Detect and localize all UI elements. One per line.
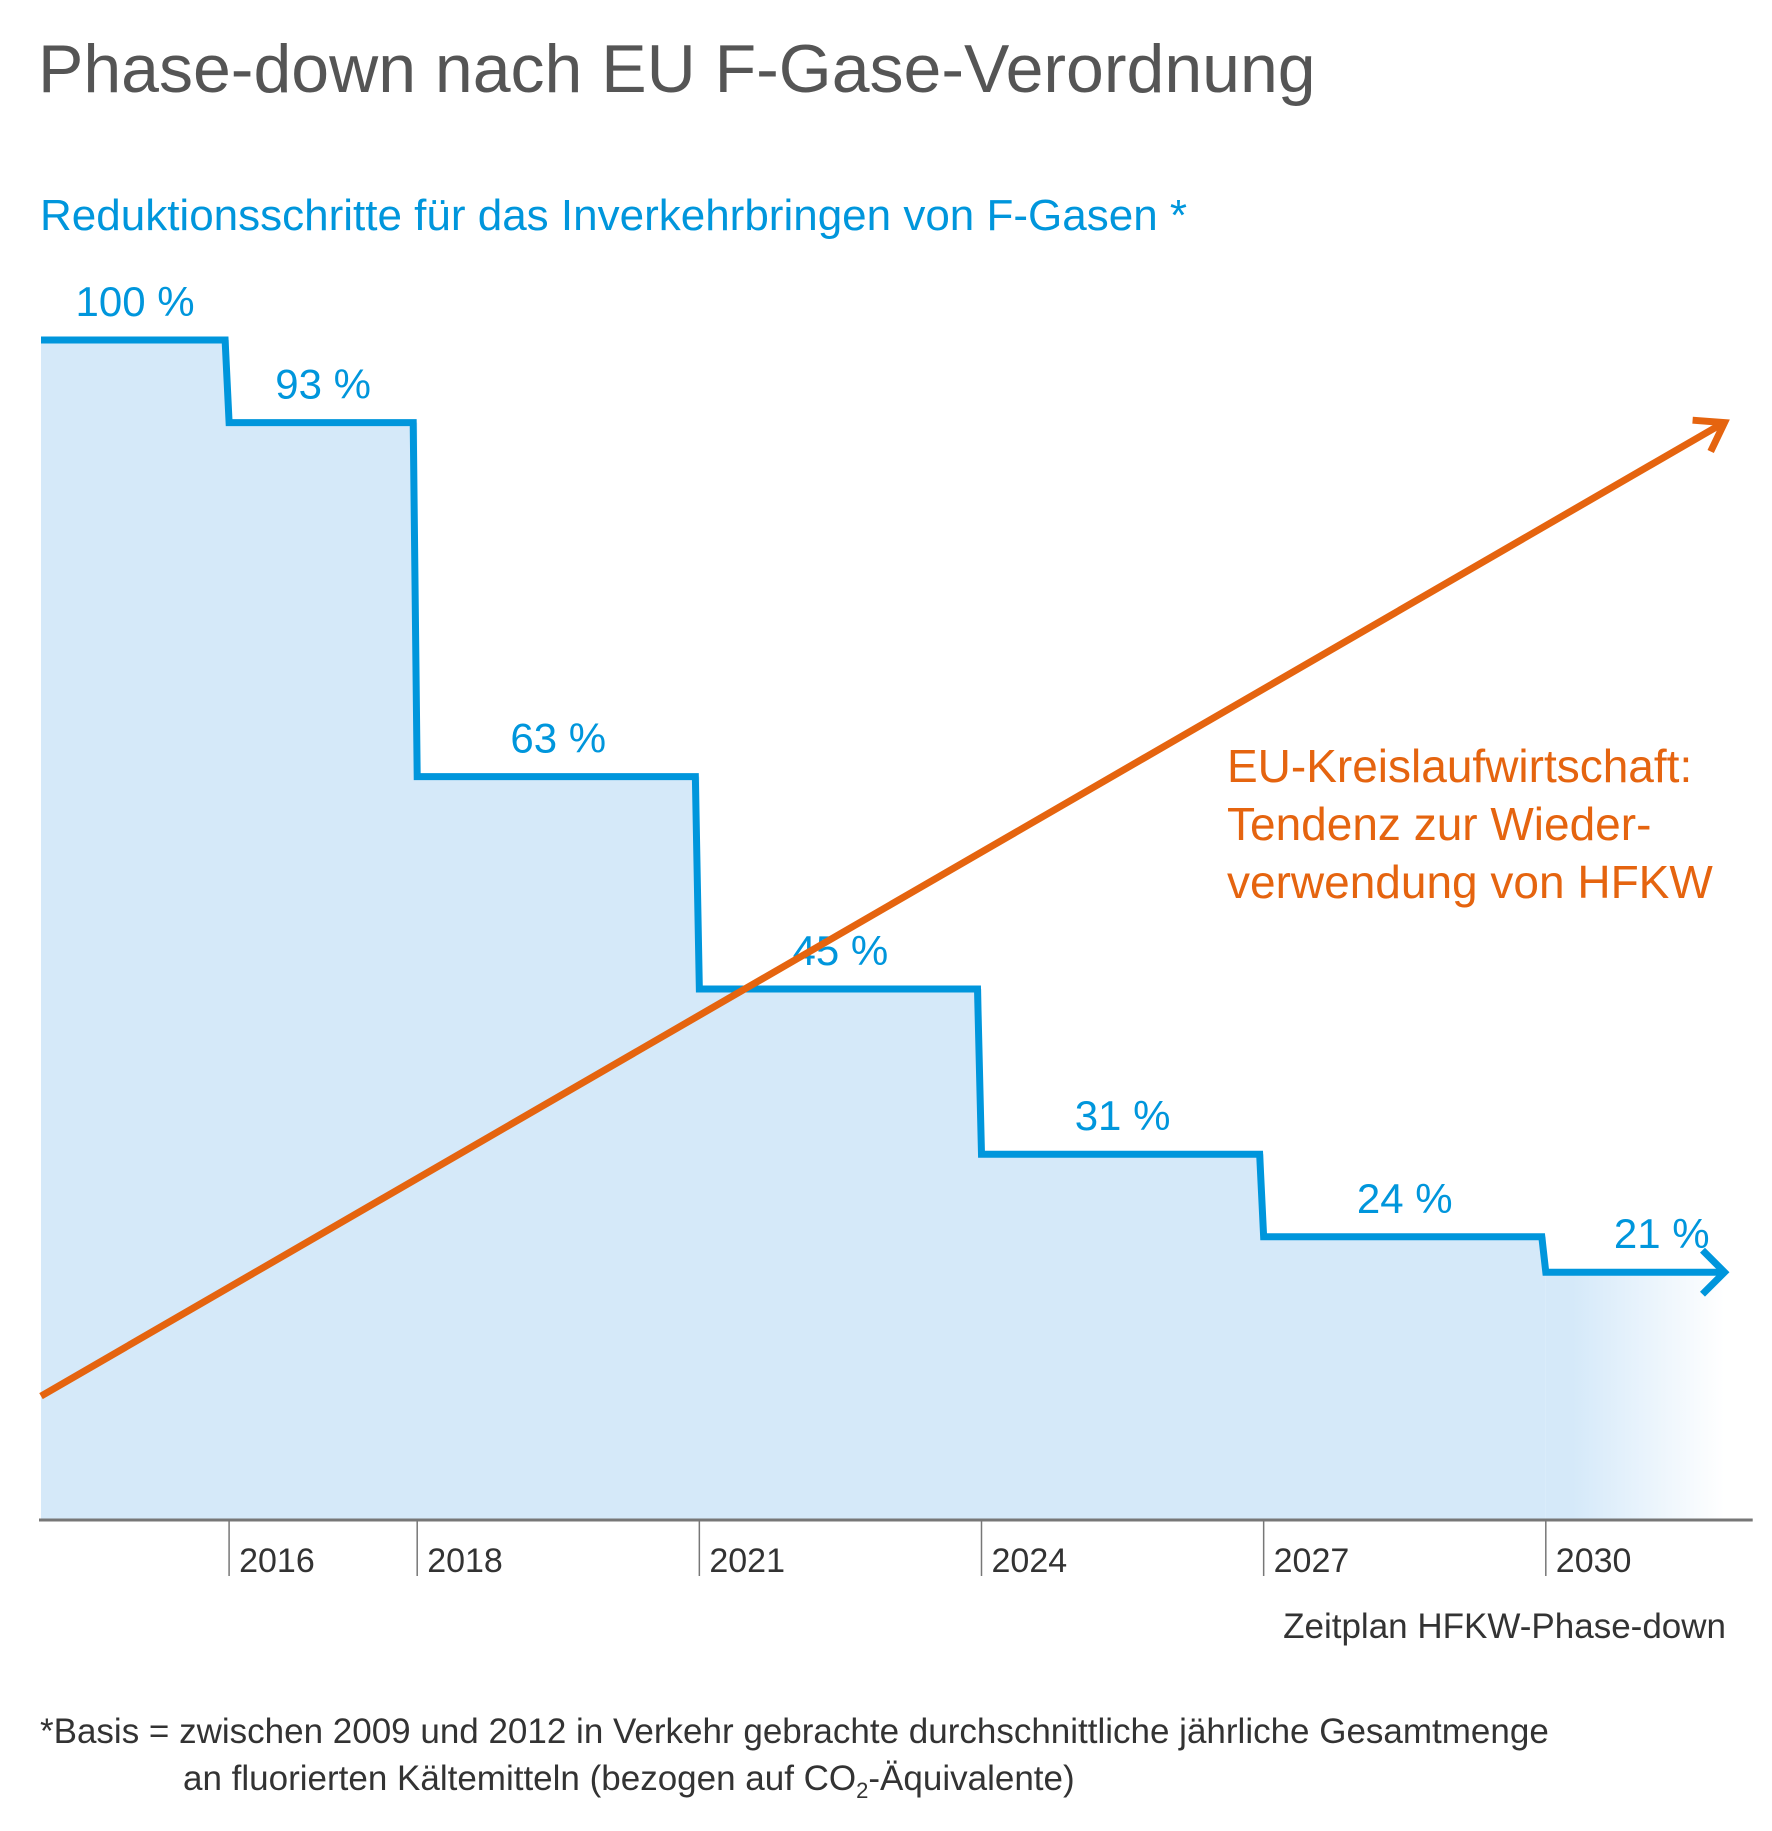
x-tick-label: 2027 [1274,1542,1350,1580]
footnote-line-1: *Basis = zwischen 2009 und 2012 in Verke… [40,1712,1549,1751]
chart-title: Phase-down nach EU F-Gase-Verordnung [38,31,1316,107]
trend-line [39,421,1723,1400]
area-fill-fade [1545,1272,1725,1520]
step-arrow-head [1700,1247,1730,1297]
footnote-subscript: 2 [856,1778,868,1803]
step-value-label: 100 % [76,278,195,325]
trend-annotation-line: verwendung von HFKW [1227,856,1713,908]
x-tick-label: 2018 [427,1542,503,1580]
footnote-line-2: an fluorierten Kältemitteln (bezogen auf… [183,1759,1075,1803]
footnote-line-2-post: -Äquivalente) [868,1759,1074,1798]
x-tick-label: 2016 [239,1542,315,1580]
step-value-label: 31 % [1075,1092,1171,1139]
step-value-label: 63 % [510,715,606,762]
x-tick-label: 2021 [709,1542,785,1580]
x-tick-label: 2030 [1556,1542,1632,1580]
trend-arrow-head [1692,416,1730,453]
chart-subtitle: Reduktionsschritte für das Inverkehrbrin… [40,191,1187,240]
step-value-label: 21 % [1614,1210,1710,1257]
step-value-label: 93 % [275,361,371,408]
trend-annotation-line: Tendenz zur Wieder- [1227,798,1651,850]
step-value-label: 24 % [1357,1175,1453,1222]
step-line [41,336,1721,1276]
trend-annotation-line: EU-Kreislaufwirtschaft: [1227,740,1692,792]
x-tick-label: 2024 [992,1542,1068,1580]
x-axis-label: Zeitplan HFKW-Phase-down [1283,1607,1726,1646]
footnote-line-2-pre: an fluorierten Kältemitteln (bezogen auf… [183,1759,856,1798]
